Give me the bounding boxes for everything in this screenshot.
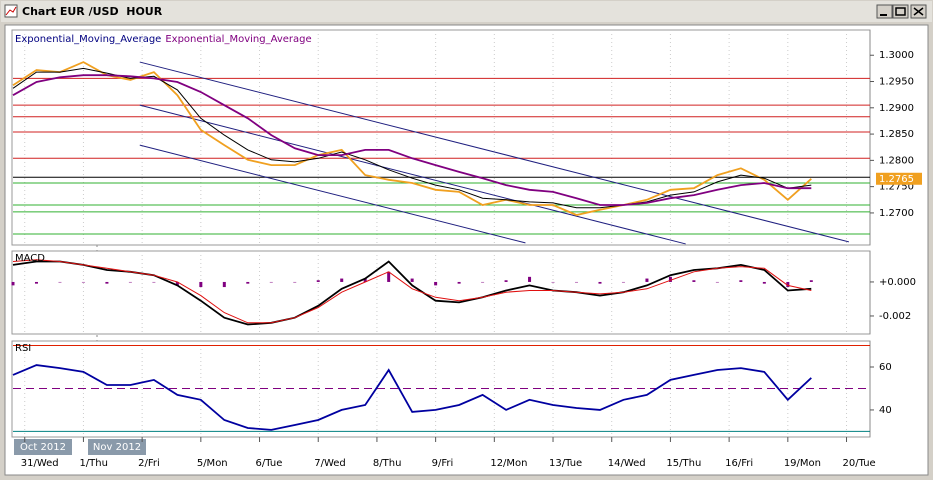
x-tick-label: 9/Fri	[432, 458, 454, 469]
legend-entry: Exponential_Moving_Average	[15, 34, 161, 45]
histogram-bar	[81, 281, 85, 283]
histogram-bar	[786, 281, 790, 288]
y-tick-label: 1.2800	[879, 155, 914, 166]
y-tick-label: 1.2900	[879, 103, 914, 114]
x-tick-label: 1/Thu	[79, 458, 108, 469]
trend-line	[139, 104, 686, 245]
legend-entry: Exponential_Moving_Average	[165, 34, 311, 45]
histogram-bar	[387, 271, 391, 282]
series-line	[12, 259, 812, 324]
y-tick-label: 1.2700	[879, 208, 914, 219]
window-title: Chart EUR /USD HOUR	[22, 5, 163, 18]
last-price-label: 1.2765	[879, 174, 914, 185]
title-bar	[1, 1, 932, 22]
histogram-bar	[551, 281, 555, 283]
close-icon	[913, 7, 924, 16]
panel-label: RSI	[15, 343, 31, 354]
histogram-bar	[645, 278, 649, 282]
period-label: Oct 2012	[20, 442, 66, 453]
x-tick-label: 6/Tue	[256, 458, 283, 469]
panel-frame	[11, 250, 871, 335]
x-tick-label: 5/Mon	[197, 458, 228, 469]
y-tick-label: +0.000	[879, 277, 916, 288]
x-tick-label: 2/Fri	[138, 458, 160, 469]
y-tick-label: 40	[879, 405, 892, 416]
x-tick-label: 7/Wed	[314, 458, 346, 469]
histogram-bar	[11, 281, 15, 286]
trend-line	[139, 61, 849, 243]
y-tick-label: 1.2850	[879, 129, 914, 140]
histogram-bar	[434, 281, 438, 286]
y-tick-label: 1.2750	[879, 182, 914, 193]
x-tick-label: 12/Mon	[490, 458, 527, 469]
histogram-bar	[692, 280, 696, 282]
histogram-bar	[528, 276, 532, 282]
x-tick-label: 19/Mon	[784, 458, 821, 469]
histogram-bar	[575, 281, 579, 283]
y-tick-label: 1.2950	[879, 77, 914, 88]
window-buttons	[876, 4, 927, 19]
histogram-bar	[58, 281, 62, 283]
x-tick-label: 20/Tue	[843, 458, 876, 469]
x-tick-label: 31/Wed	[21, 458, 59, 469]
histogram-bar	[340, 278, 344, 282]
histogram-bar	[222, 281, 226, 288]
x-tick-label: 15/Thu	[666, 458, 701, 469]
series-line	[12, 364, 812, 431]
window-icon-line	[5, 6, 17, 16]
histogram-bar	[269, 281, 273, 283]
series-line	[12, 74, 812, 206]
histogram-bar	[457, 281, 461, 284]
histogram-bar	[668, 276, 672, 282]
y-tick-label: 60	[879, 362, 892, 373]
histogram-bar	[621, 281, 625, 283]
x-tick-label: 14/Wed	[608, 458, 646, 469]
histogram-bar	[175, 281, 179, 286]
x-tick-label: 13/Tue	[549, 458, 582, 469]
histogram-bar	[809, 280, 813, 282]
histogram-bar	[246, 281, 250, 284]
histogram-bar	[762, 281, 766, 284]
minimize-button[interactable]	[876, 4, 893, 19]
histogram-bar	[34, 281, 38, 284]
y-tick-label: -0.002	[879, 311, 911, 322]
histogram-bar	[504, 280, 508, 282]
histogram-bar	[598, 281, 602, 284]
histogram-bar	[410, 278, 414, 282]
histogram-bar	[128, 281, 132, 283]
legend: Exponential_Moving_Average Exponential_Mo…	[15, 34, 312, 45]
panel-label: MACD	[15, 253, 45, 264]
histogram-bar	[363, 278, 367, 282]
histogram-bar	[293, 281, 297, 283]
panel-frame	[11, 340, 871, 438]
maximize-icon	[895, 7, 906, 16]
histogram-bar	[316, 280, 320, 282]
histogram-bar	[105, 281, 109, 284]
period-label: Nov 2012	[93, 442, 141, 453]
last-price-tag	[876, 172, 922, 185]
period-box	[14, 439, 72, 455]
x-tick-label: 8/Thu	[373, 458, 402, 469]
period-box	[88, 439, 146, 455]
histogram-bar	[715, 281, 719, 283]
histogram-bar	[199, 281, 203, 288]
histogram-bar	[152, 281, 156, 283]
series-line	[12, 61, 812, 216]
x-tick-label: 16/Fri	[725, 458, 753, 469]
y-tick-label: 1.3000	[879, 50, 914, 61]
histogram-bar	[739, 280, 743, 282]
histogram-bar	[481, 281, 485, 283]
trend-line	[139, 144, 526, 244]
